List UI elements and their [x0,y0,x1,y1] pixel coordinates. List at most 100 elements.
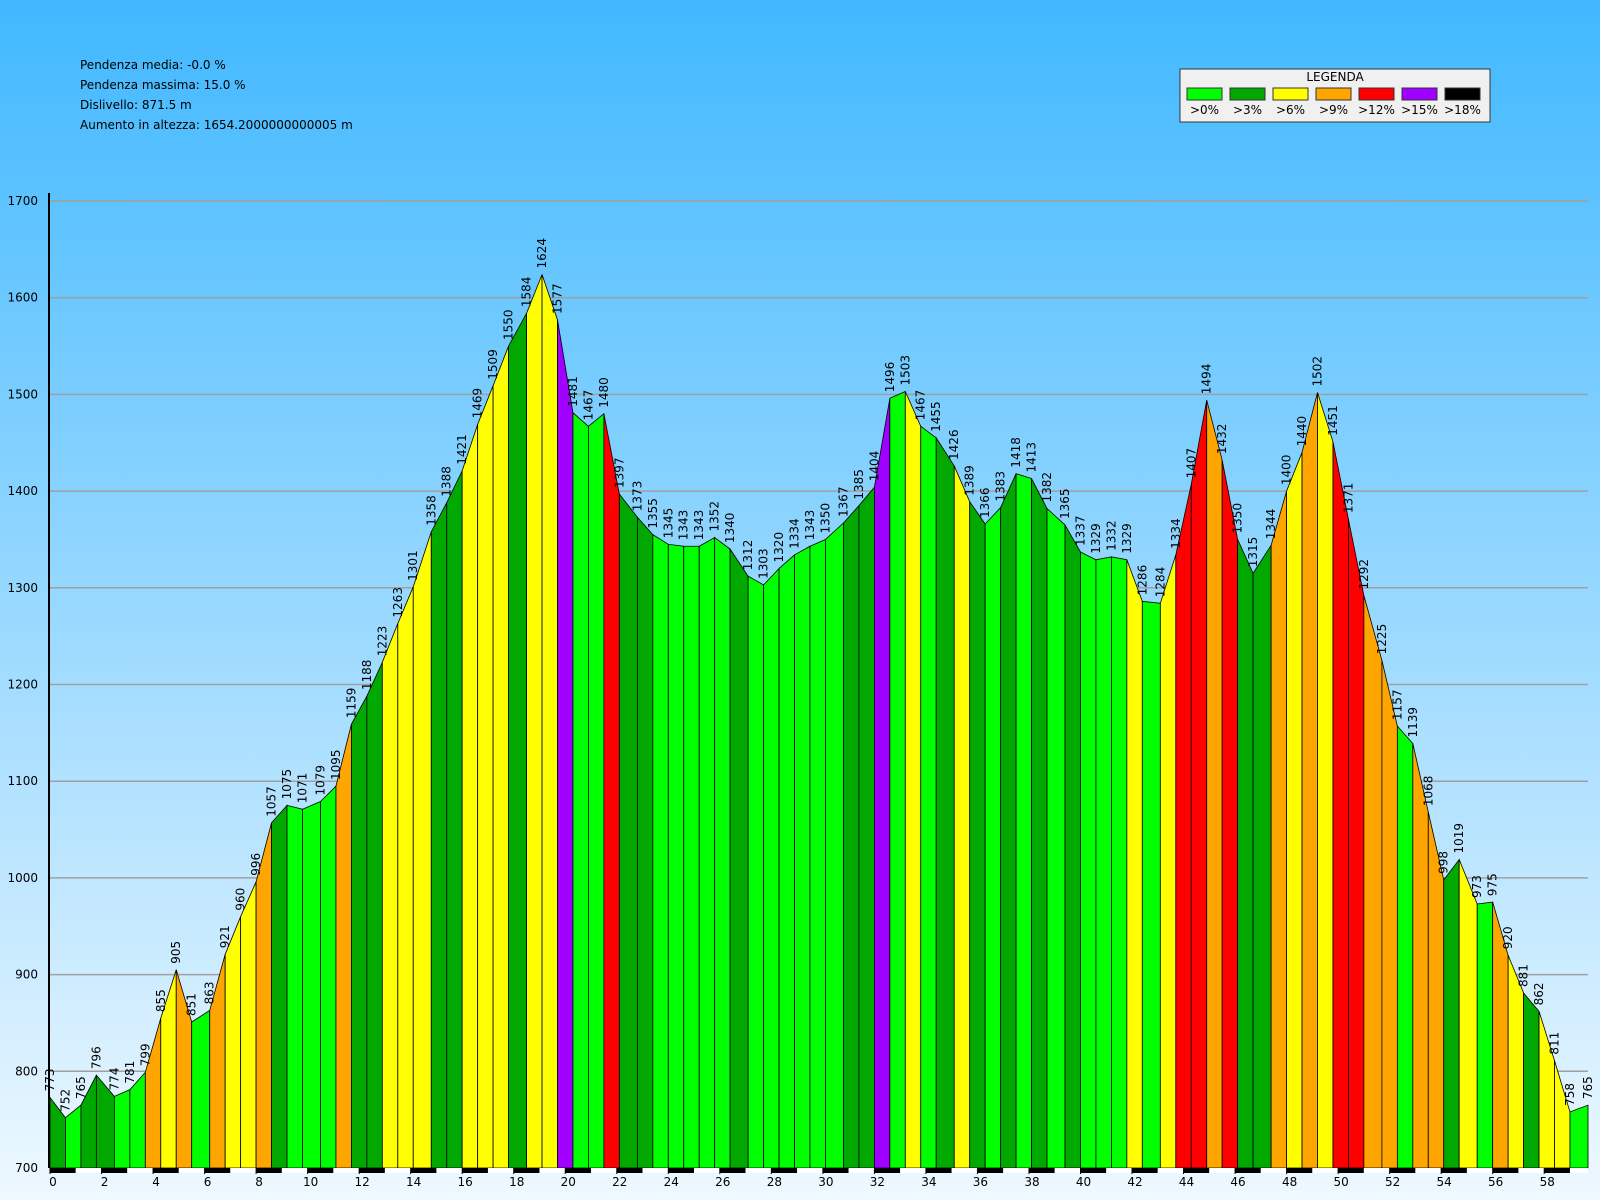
axis-bar [359,1168,385,1173]
point-label: 1426 [947,429,961,460]
point-label: 758 [1563,1083,1577,1106]
axis-bar [951,1168,978,1173]
segment [1206,400,1223,1169]
point-label: 1284 [1153,567,1167,598]
y-tick-label: 1500 [7,387,38,401]
legend-label: >9% [1319,103,1348,117]
point-label: 1057 [265,786,279,817]
point-label: 1345 [661,508,675,539]
point-label: 1343 [677,510,691,541]
segment [1381,660,1398,1169]
point-label: 996 [249,853,263,876]
point-label: 1382 [1040,472,1054,503]
x-tick-label: 20 [561,1175,576,1189]
y-tick-label: 1100 [7,774,38,788]
x-tick-label: 38 [1024,1175,1039,1189]
point-label: 1404 [867,451,881,482]
segment [1412,743,1429,1169]
x-tick-label: 4 [152,1175,160,1189]
axis-bar [1389,1168,1416,1173]
point-label: 975 [1486,873,1500,896]
point-label: 1340 [723,513,737,544]
point-label: 1350 [818,503,832,534]
axis-bar [50,1168,76,1173]
segment [397,586,414,1169]
segment [1476,901,1494,1169]
legend-swatch [1186,87,1223,101]
segment [335,724,352,1169]
axis-bar [281,1168,308,1173]
point-label: 1367 [836,486,850,517]
axis-bar [178,1168,205,1173]
segment [412,531,432,1169]
point-label: 1159 [344,688,358,719]
segment [1569,1104,1589,1169]
segment [541,274,558,1169]
segment [729,547,749,1169]
point-label: 1577 [551,283,565,314]
point-label: 765 [1581,1076,1595,1099]
y-tick-label: 1400 [7,484,38,498]
segment [618,492,638,1169]
axis-bar [1569,1168,1588,1173]
segment [1348,519,1365,1169]
segment [366,662,383,1169]
point-label: 921 [218,925,232,948]
point-label: 1301 [406,550,420,581]
point-label: 1079 [314,765,328,796]
point-label: 1397 [612,457,626,488]
x-tick-label: 10 [303,1175,318,1189]
info-text: Pendenza massima: 15.0 % [80,78,246,92]
x-tick-label: 54 [1437,1175,1452,1189]
x-tick-label: 34 [921,1175,936,1189]
segment [526,274,543,1169]
axis-bar [256,1168,282,1173]
point-label: 799 [138,1043,152,1066]
point-label: 1329 [1089,523,1103,554]
axis-bar [101,1168,128,1173]
point-label: 1624 [535,238,549,269]
segment [492,345,509,1169]
segment [320,785,337,1169]
point-label: 863 [203,981,217,1004]
legend-label: >6% [1276,103,1305,117]
point-label: 1068 [1421,776,1435,807]
legend-swatch [1444,87,1481,101]
point-label: 1388 [440,466,454,497]
point-label: 1385 [852,469,866,500]
point-label: 1389 [963,465,977,496]
segment [698,536,716,1169]
axis-bar [1441,1168,1467,1173]
axis-bar [462,1168,488,1173]
axis-bar [1415,1168,1442,1173]
axis-bar [719,1168,746,1173]
segment [351,695,368,1169]
segment [1523,991,1540,1169]
x-tick-label: 52 [1385,1175,1400,1189]
point-label: 1455 [929,401,943,432]
point-label: 1075 [280,769,294,800]
segment [286,804,303,1169]
x-tick-label: 14 [406,1175,421,1189]
axis-bar [1028,1168,1055,1173]
axis-bar [333,1168,360,1173]
segment [984,506,1002,1169]
point-label: 1373 [630,481,644,512]
point-label: 1315 [1246,537,1260,568]
segment [1237,539,1254,1169]
segment [1141,600,1161,1169]
x-tick-label: 58 [1540,1175,1555,1189]
x-tick-label: 32 [870,1175,885,1189]
axis-bar [384,1168,411,1173]
axis-bar [1054,1168,1081,1173]
legend-swatch [1229,87,1266,101]
x-tick-label: 46 [1230,1175,1245,1189]
segment [1443,858,1460,1169]
x-tick-label: 16 [458,1175,473,1189]
legend-swatch [1401,87,1438,101]
segment [1458,859,1478,1169]
axis-bar [1518,1168,1545,1173]
point-label: 1292 [1357,559,1371,590]
segment [224,916,242,1169]
segment [508,312,527,1169]
